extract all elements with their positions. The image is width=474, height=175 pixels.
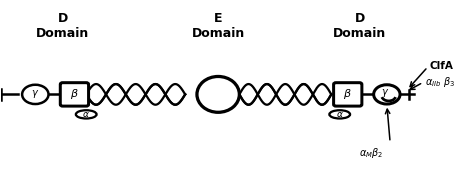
- Text: D
Domain: D Domain: [333, 12, 386, 40]
- FancyBboxPatch shape: [334, 83, 362, 106]
- Ellipse shape: [329, 110, 350, 118]
- Text: $\alpha_{IIb}\ \beta_3$: $\alpha_{IIb}\ \beta_3$: [425, 75, 455, 89]
- Circle shape: [374, 85, 400, 104]
- Text: $\beta$: $\beta$: [70, 87, 79, 101]
- Text: $\alpha$: $\alpha$: [82, 110, 90, 119]
- Ellipse shape: [197, 76, 239, 112]
- Text: $\gamma$: $\gamma$: [31, 88, 39, 100]
- Text: $\alpha_M\beta_2$: $\alpha_M\beta_2$: [359, 146, 383, 160]
- Text: E
Domain: E Domain: [191, 12, 245, 40]
- Text: $\alpha$: $\alpha$: [336, 110, 344, 119]
- Text: $\gamma$: $\gamma$: [381, 87, 389, 99]
- FancyBboxPatch shape: [60, 83, 89, 106]
- Text: $\beta$: $\beta$: [343, 87, 352, 101]
- Ellipse shape: [76, 110, 97, 118]
- Text: D
Domain: D Domain: [36, 12, 89, 40]
- Text: ClfA: ClfA: [429, 61, 453, 71]
